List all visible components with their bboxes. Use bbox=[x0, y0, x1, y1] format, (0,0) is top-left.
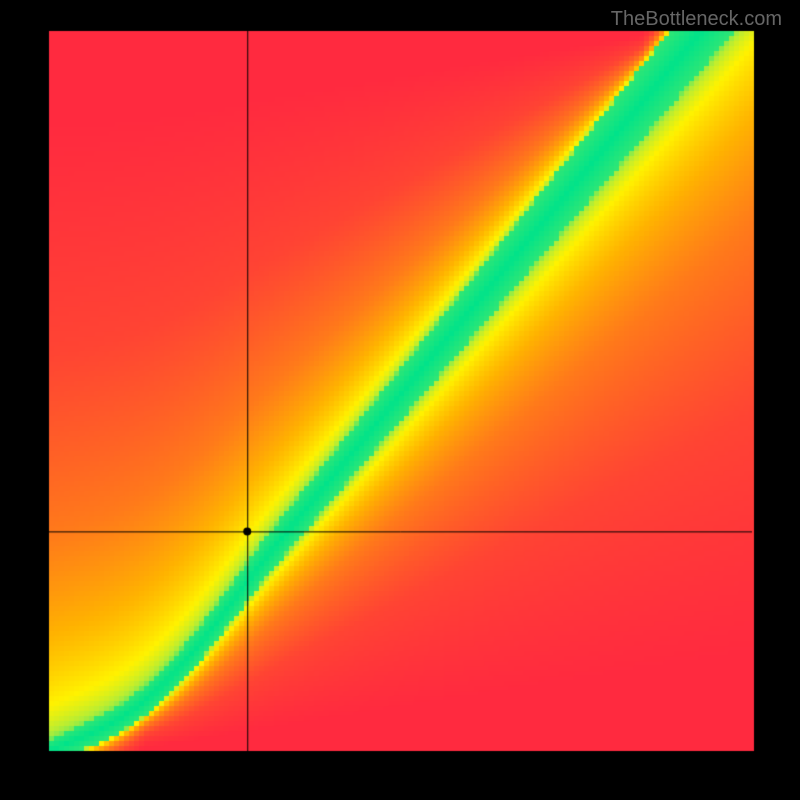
bottleneck-heatmap bbox=[0, 0, 800, 800]
chart-container: TheBottleneck.com bbox=[0, 0, 800, 800]
watermark-label: TheBottleneck.com bbox=[611, 8, 782, 31]
